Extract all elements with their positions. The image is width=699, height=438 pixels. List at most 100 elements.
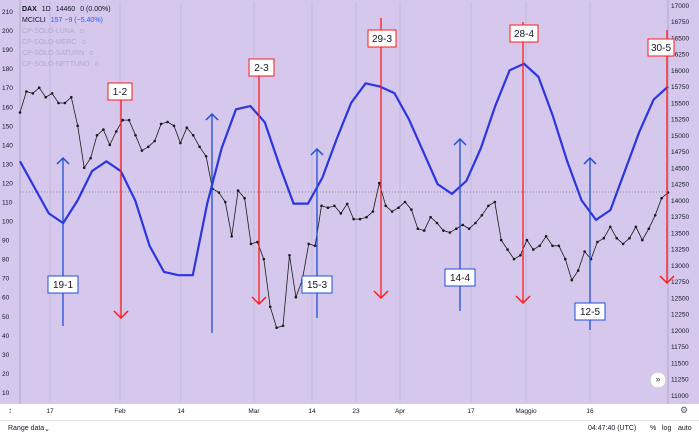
eye-off-icon[interactable]: ◌ [94,61,99,68]
price-point [429,215,432,219]
left-axis-tick-label: 150 [2,123,13,130]
range-data-button[interactable]: Range data [8,425,45,432]
right-axis-tick-label: 12750 [671,279,689,286]
price-point [50,92,54,95]
blue-marker-label: 15-3 [307,280,327,291]
time-axis-tick-label: Feb [114,408,126,415]
legend-symbol[interactable]: DAX [22,6,37,13]
price-point [422,229,426,232]
right-axis-tick-label: 12000 [671,328,689,335]
blue-cycle-marker[interactable]: 15-3 [301,147,333,318]
red-marker-label: 30-5 [651,43,671,54]
red-cycle-marker[interactable]: 30-5 [647,30,675,285]
price-point [448,231,452,234]
right-price-axis[interactable]: 17000 16750 16500 16250 16000 15750 15500 15250… [667,0,689,404]
eye-off-icon[interactable]: ◌ [79,28,84,35]
percent-toggle[interactable]: % [650,425,657,432]
left-axis-tick-label: 60 [2,295,10,302]
time-axis[interactable]: 17 Feb 14 Mar 14 23 Apr 17 Maggio 16 [0,404,699,420]
time-axis-tick-label: Maggio [515,408,537,415]
left-axis-tick-label: 200 [2,28,13,35]
right-axis-tick-label: 13250 [671,247,689,254]
price-point [621,242,625,246]
eye-off-icon[interactable]: ◌ [89,50,94,57]
right-axis-tick-label: 17000 [671,3,689,10]
corner-left-glyph[interactable]: ↕ [8,406,12,415]
chevron-down-icon[interactable]: ⌄ [44,426,50,433]
time-axis-tick-label: Apr [395,408,406,415]
arrow-up-icon [205,112,219,121]
left-axis-tick-label: 120 [2,180,13,187]
chart-canvas[interactable]: 210 200 190 180 170 160 150 140 130 120 110 100 90 80… [0,0,699,420]
price-point [268,305,272,309]
left-axis-tick-label: 10 [2,390,10,397]
red-cycle-marker[interactable]: 29-3 [367,18,397,300]
right-axis-tick-label: 15000 [671,133,689,140]
legend-hidden-indicator[interactable]: CP-SOLO-SATURN [22,50,85,57]
price-point [179,141,182,145]
blue-cycle-marker[interactable] [205,112,219,333]
legend-hidden-indicator[interactable]: CP-SOLO-MERC [22,39,77,46]
price-point [371,210,375,213]
price-point [499,238,503,242]
blue-marker-label: 14-4 [450,273,470,284]
legend-indicator-name[interactable]: MCICLI [22,17,46,24]
price-point [384,204,388,208]
price-point [191,134,195,137]
price-point [628,236,631,240]
price-point [320,204,323,208]
blue-cycle-marker[interactable]: 19-1 [47,156,79,326]
price-point [435,221,439,225]
red-cycle-marker[interactable]: 28-4 [509,22,539,305]
price-point [198,145,201,149]
price-point [294,295,298,299]
price-point [102,128,105,131]
cycle-markers[interactable]: 1-2 2-3 29-3 28-4 30-5 19-1 15-3 14-4 12-5 [47,18,675,333]
settings-icon[interactable]: ⚙ [680,405,688,415]
auto-toggle[interactable]: auto [678,425,692,432]
price-point [345,202,349,206]
price-point [390,210,394,213]
price-point [461,223,465,227]
legend-hidden-indicator[interactable]: CP-SOLO-NETTUNO [22,61,90,68]
legend-interval[interactable]: 1D [41,6,51,13]
price-point [557,244,561,248]
blue-marker-label-box [444,268,476,287]
left-axis-tick-label: 90 [2,238,10,245]
price-point [397,206,400,209]
price-point [31,92,35,95]
clock-time[interactable]: 04:47:40 (UTC) [588,425,637,432]
arrow-up-icon [310,147,324,156]
log-toggle[interactable]: log [662,425,672,432]
price-point [634,225,638,229]
red-cycle-marker[interactable]: 1-2 [107,82,133,320]
blue-cycle-marker[interactable]: 12-5 [574,156,606,330]
time-axis-tick-label: 14 [177,408,185,415]
price-point [262,257,266,261]
arrow-up-icon [453,137,467,146]
price-point [288,254,291,257]
blue-cycle-marker[interactable]: 14-4 [444,137,476,311]
arrow-down-icon [515,295,531,305]
price-point [147,145,150,149]
right-axis-tick-label: 12250 [671,312,689,319]
eye-off-icon[interactable]: ◌ [81,39,86,46]
price-point [358,217,362,221]
price-point [474,221,477,225]
price-point [82,166,86,169]
price-point [352,217,355,221]
bottom-toolbar: Range data ⌄ 04:47:40 (UTC) % log auto [0,420,699,438]
right-axis-tick-label: 13000 [671,263,689,270]
arrow-down-icon [251,296,267,306]
price-point [121,118,124,122]
left-axis-tick-label: 100 [2,219,13,226]
left-price-axis[interactable]: 210 200 190 180 170 160 150 140 130 120 110 100 90 80… [2,0,21,404]
price-point [172,124,176,128]
price-point [243,196,246,200]
scroll-to-realtime-button[interactable]: » [650,372,666,388]
right-axis-tick-label: 15750 [671,84,689,91]
price-point [76,124,79,128]
legend-hidden-indicator[interactable]: CP-SOLO-LUNA [22,28,75,35]
time-axis-tick-label: 23 [352,408,360,415]
red-cycle-marker[interactable]: 2-3 [248,58,275,306]
